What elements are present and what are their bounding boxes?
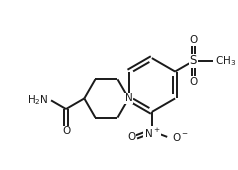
Text: CH$_3$: CH$_3$: [215, 54, 236, 68]
Text: N: N: [125, 94, 132, 104]
Text: O$^-$: O$^-$: [172, 131, 189, 143]
Text: H$_2$N: H$_2$N: [27, 94, 48, 107]
Text: O: O: [189, 77, 198, 87]
Text: S: S: [190, 54, 197, 67]
Text: N$^+$: N$^+$: [144, 126, 160, 140]
Text: O: O: [189, 35, 198, 45]
Text: O: O: [62, 126, 70, 136]
Text: O: O: [128, 132, 136, 142]
